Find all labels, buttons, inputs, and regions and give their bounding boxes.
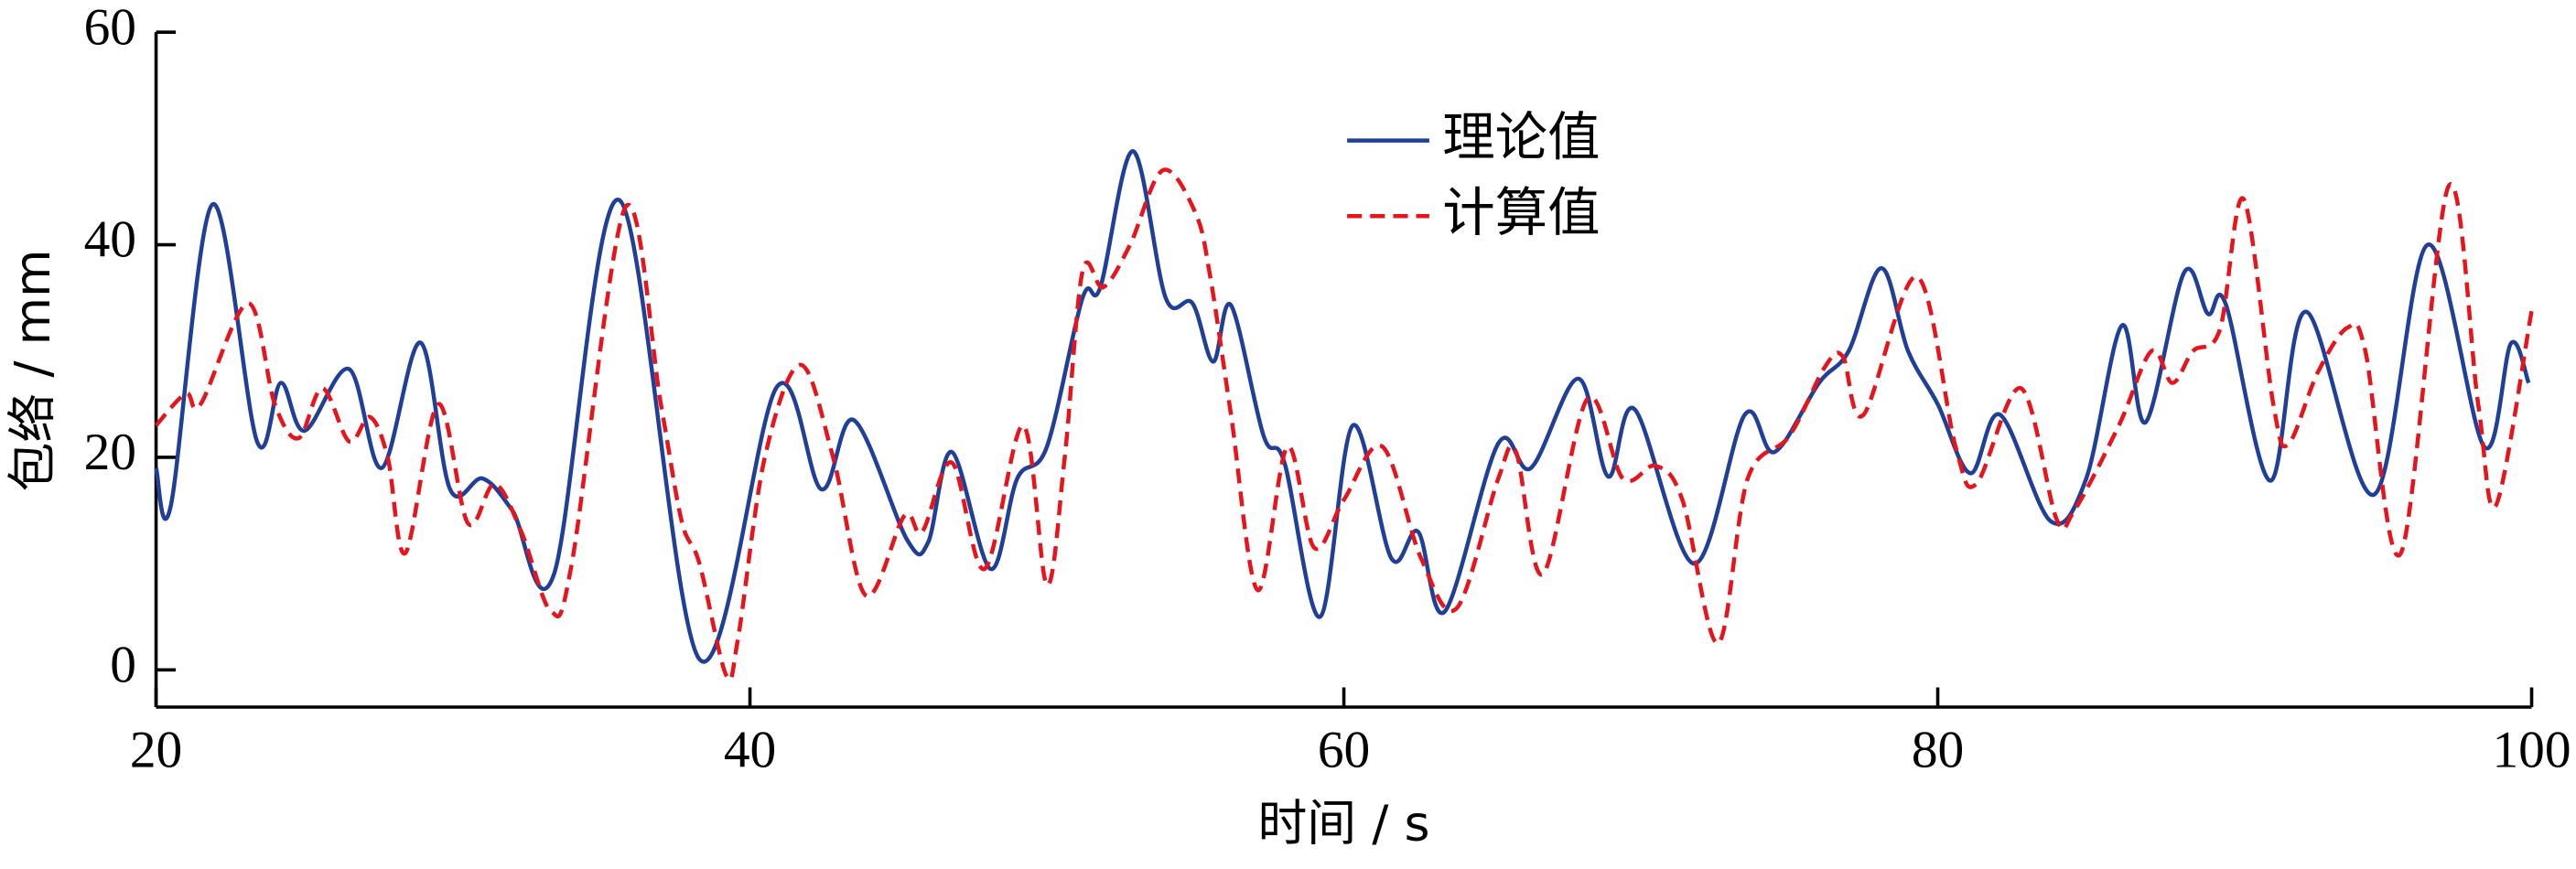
legend-label: 计算值 bbox=[1442, 182, 1600, 243]
y-tick-label: 0 bbox=[110, 637, 136, 694]
x-tick-label: 20 bbox=[130, 721, 182, 778]
data-line bbox=[154, 149, 2531, 664]
legend-label: 理论值 bbox=[1442, 106, 1600, 167]
y-tick-label: 20 bbox=[84, 424, 136, 481]
x-axis-label: 时间 / s bbox=[1257, 795, 1429, 853]
x-tick-label: 40 bbox=[724, 721, 776, 778]
x-tick-label: 100 bbox=[2492, 721, 2571, 778]
y-tick-label: 40 bbox=[84, 211, 136, 269]
y-tick-label: 60 bbox=[84, 0, 136, 56]
x-tick-label: 80 bbox=[1912, 721, 1964, 778]
data-line bbox=[154, 167, 2534, 682]
y-axis-label: 包络 / mm bbox=[4, 249, 61, 491]
x-tick-label: 60 bbox=[1318, 721, 1370, 778]
